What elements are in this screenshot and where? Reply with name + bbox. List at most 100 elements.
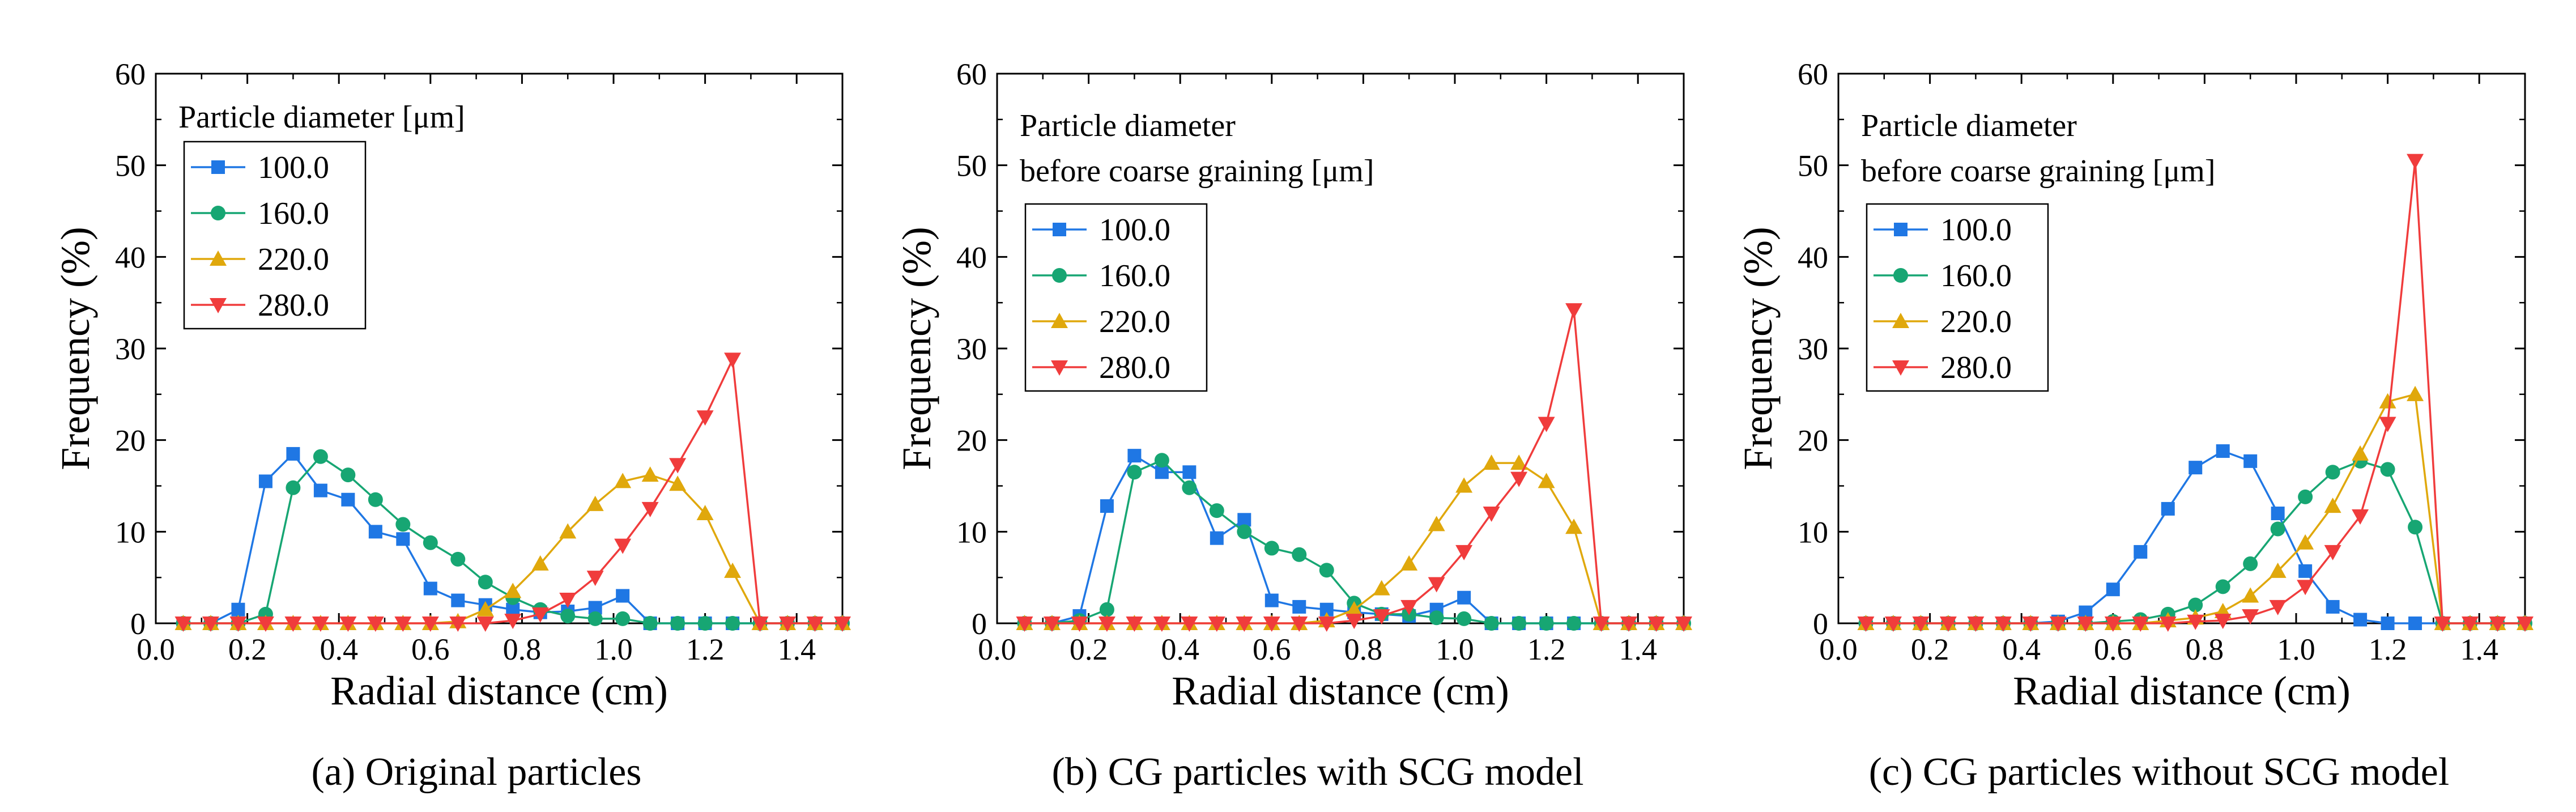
x-tick-label: 0.6 — [1253, 632, 1291, 666]
legend-marker-220.0 — [1051, 313, 1068, 328]
data-point-160.0 — [2380, 462, 2395, 477]
y-axis-label: Frequency (%) — [53, 227, 98, 470]
data-point-160.0 — [697, 616, 713, 631]
legend-title: before coarse graining [μm] — [1861, 154, 2216, 189]
data-point-280.0 — [449, 617, 467, 632]
data-point-100.0 — [1264, 593, 1279, 607]
data-point-280.0 — [367, 617, 384, 632]
data-point-280.0 — [257, 617, 274, 632]
data-point-220.0 — [614, 473, 632, 488]
data-point-220.0 — [1510, 454, 1528, 470]
data-point-280.0 — [1593, 617, 1610, 632]
data-point-160.0 — [2243, 556, 2258, 571]
series-220.0 — [1016, 454, 1692, 630]
data-point-280.0 — [2269, 600, 2287, 615]
x-tick-label: 1.2 — [1527, 632, 1566, 666]
data-point-160.0 — [1182, 480, 1197, 495]
data-point-100.0 — [2408, 617, 2422, 630]
data-point-160.0 — [1511, 616, 1527, 631]
x-tick-label: 0.4 — [2002, 632, 2041, 666]
data-point-280.0 — [476, 617, 494, 632]
y-tick-label: 60 — [115, 57, 146, 91]
data-point-280.0 — [1071, 617, 1088, 632]
data-point-220.0 — [1538, 473, 1555, 488]
data-point-220.0 — [2242, 587, 2259, 603]
legend-marker-220.0 — [1892, 313, 1909, 328]
x-tick-label: 0.0 — [1819, 632, 1858, 666]
data-point-100.0 — [2188, 461, 2203, 475]
y-tick-label: 40 — [115, 240, 146, 274]
x-tick-label: 1.2 — [2369, 632, 2407, 666]
y-tick-label: 30 — [956, 332, 987, 366]
data-point-220.0 — [641, 466, 659, 482]
data-point-280.0 — [174, 617, 192, 632]
legend: Particle diameter before coarse graining … — [1020, 108, 1374, 392]
data-point-220.0 — [2407, 385, 2424, 401]
x-tick-label: 0.2 — [1070, 632, 1108, 666]
legend-title: Particle diameter [μm] — [178, 100, 465, 135]
x-tick-label: 0.4 — [320, 632, 358, 666]
data-point-160.0 — [1484, 616, 1499, 631]
data-point-100.0 — [2353, 613, 2368, 627]
data-point-160.0 — [423, 535, 438, 550]
data-point-100.0 — [2298, 564, 2313, 578]
data-point-160.0 — [1154, 453, 1169, 468]
data-point-220.0 — [1483, 454, 1500, 470]
x-tick-label: 0.0 — [137, 632, 175, 666]
data-point-100.0 — [1237, 513, 1251, 527]
data-point-280.0 — [1428, 577, 1445, 593]
y-tick-label: 0 — [1813, 607, 1828, 641]
series-280.0 — [1016, 303, 1692, 632]
legend-label: 160.0 — [1099, 258, 1170, 294]
data-point-160.0 — [478, 575, 493, 590]
legend-label: 100.0 — [258, 150, 329, 185]
legend-marker-100.0 — [1053, 223, 1066, 236]
data-point-160.0 — [642, 616, 658, 631]
data-point-280.0 — [1263, 617, 1280, 632]
y-tick-label: 20 — [115, 424, 146, 458]
data-point-280.0 — [531, 607, 549, 623]
data-point-100.0 — [341, 492, 355, 507]
data-point-100.0 — [1457, 590, 1471, 605]
x-tick-label: 0.0 — [978, 632, 1016, 666]
data-point-280.0 — [1647, 617, 1665, 632]
x-tick-label: 1.0 — [1436, 632, 1474, 666]
data-point-100.0 — [616, 589, 630, 603]
data-point-220.0 — [1428, 516, 1445, 532]
y-tick-label: 40 — [1798, 240, 1828, 274]
data-point-100.0 — [1100, 499, 1114, 513]
data-point-100.0 — [2381, 617, 2395, 630]
data-point-160.0 — [1099, 602, 1114, 617]
data-point-160.0 — [615, 611, 631, 626]
data-point-160.0 — [1566, 616, 1582, 631]
x-tick-label: 0.6 — [2094, 632, 2132, 666]
data-point-160.0 — [1429, 610, 1444, 626]
data-point-100.0 — [2161, 501, 2175, 516]
data-point-280.0 — [1016, 617, 1033, 632]
data-point-160.0 — [450, 551, 466, 567]
data-point-220.0 — [1346, 601, 1363, 617]
y-axis-label: Frequency (%) — [894, 227, 939, 470]
data-point-100.0 — [1127, 449, 1142, 463]
panel-caption: (a) Original particles — [311, 750, 641, 794]
x-axis-label: Radial distance (cm) — [2013, 668, 2351, 713]
data-point-280.0 — [1291, 617, 1308, 632]
data-point-160.0 — [395, 517, 411, 532]
y-tick-label: 30 — [1798, 332, 1828, 366]
y-tick-label: 50 — [1798, 149, 1828, 183]
data-point-280.0 — [2214, 614, 2232, 630]
y-axis-label: Frequency (%) — [1735, 227, 1781, 470]
data-point-280.0 — [1510, 471, 1528, 487]
data-point-220.0 — [559, 523, 577, 539]
data-point-160.0 — [1319, 563, 1334, 578]
data-point-100.0 — [2106, 583, 2120, 597]
legend-label: 100.0 — [1940, 212, 2012, 248]
panel-caption: (c) CG particles without SCG model — [1869, 750, 2450, 794]
data-point-280.0 — [1857, 617, 1875, 632]
data-point-280.0 — [504, 614, 522, 630]
y-tick-label: 0 — [972, 607, 987, 641]
legend-marker-160.0 — [211, 206, 225, 220]
data-point-280.0 — [1994, 617, 2012, 632]
data-point-280.0 — [669, 458, 687, 474]
x-tick-label: 0.8 — [2186, 632, 2224, 666]
